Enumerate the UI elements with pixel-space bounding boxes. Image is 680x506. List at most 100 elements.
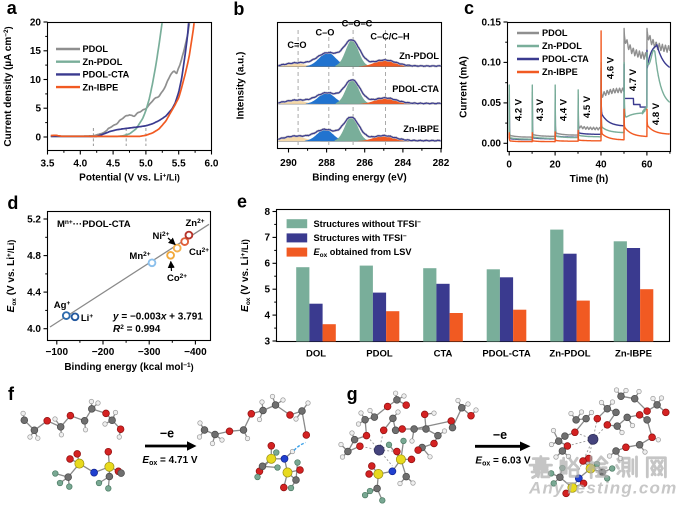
svg-text:0: 0 [35, 132, 41, 143]
svg-text:290: 290 [280, 158, 297, 169]
svg-text:Cu2+: Cu2+ [189, 247, 209, 258]
svg-text:Zn2+: Zn2+ [185, 218, 204, 229]
svg-text:AnyTesting.com: AnyTesting.com [528, 479, 677, 498]
svg-text:15: 15 [30, 46, 42, 57]
svg-text:PDOL-CTA: PDOL-CTA [542, 54, 589, 64]
svg-text:0.10: 0.10 [482, 58, 502, 69]
svg-text:PDOL-CTA: PDOL-CTA [83, 70, 130, 80]
svg-text:0.15: 0.15 [482, 17, 502, 28]
svg-text:y = −0.003x + 3.791: y = −0.003x + 3.791 [112, 312, 203, 323]
svg-text:DOL: DOL [306, 349, 326, 360]
svg-text:5.0: 5.0 [139, 159, 153, 170]
svg-text:4.0: 4.0 [73, 159, 87, 170]
svg-text:0: 0 [506, 160, 512, 171]
svg-text:Intensity (a.u.): Intensity (a.u.) [236, 52, 247, 120]
svg-text:Potential (V vs. Li+/Li): Potential (V vs. Li+/Li) [79, 172, 180, 183]
svg-text:PDOL: PDOL [83, 44, 109, 54]
svg-text:288: 288 [318, 158, 335, 169]
svg-text:4.8: 4.8 [27, 251, 41, 262]
svg-text:0.05: 0.05 [482, 98, 502, 109]
svg-text:Eox obtained from LSV: Eox obtained from LSV [314, 247, 413, 259]
svg-text:20: 20 [30, 17, 42, 28]
svg-text:C–C/C–H: C–C/C–H [370, 32, 410, 42]
svg-text:Ag+: Ag+ [54, 300, 71, 311]
svg-text:284: 284 [395, 158, 412, 169]
svg-text:Zn-PDOL: Zn-PDOL [542, 41, 582, 51]
svg-text:b: b [233, 0, 244, 19]
svg-text:3: 3 [264, 336, 270, 347]
svg-text:4.6 V: 4.6 V [606, 56, 617, 79]
svg-text:Time (h): Time (h) [570, 174, 609, 185]
svg-text:a: a [7, 0, 18, 18]
svg-text:6.0: 6.0 [205, 159, 219, 170]
svg-text:Eox = 6.03 V: Eox = 6.03 V [475, 456, 530, 468]
svg-text:Ni2+: Ni2+ [153, 231, 170, 242]
svg-text:286: 286 [356, 158, 373, 169]
svg-text:C–O–C: C–O–C [342, 19, 373, 29]
svg-text:Eox (V vs. Li+/Li): Eox (V vs. Li+/Li) [6, 240, 18, 313]
svg-text:40: 40 [595, 160, 607, 171]
svg-text:C=O: C=O [287, 40, 306, 50]
svg-text:C–O: C–O [316, 28, 335, 38]
svg-text:Li+: Li+ [81, 313, 93, 324]
svg-text:Structures with TFSI−: Structures with TFSI− [314, 233, 407, 243]
svg-text:6: 6 [264, 259, 270, 270]
svg-text:5.5: 5.5 [172, 159, 186, 170]
svg-text:Mn2+: Mn2+ [129, 251, 150, 262]
svg-text:60: 60 [641, 160, 653, 171]
svg-text:Zn-PDOL: Zn-PDOL [399, 51, 439, 61]
svg-text:Zn-IBPE: Zn-IBPE [615, 349, 652, 360]
svg-text:4: 4 [264, 310, 270, 321]
svg-text:Zn-PDOL: Zn-PDOL [83, 57, 123, 67]
svg-text:Binding energy (eV): Binding energy (eV) [312, 173, 406, 184]
svg-text:PDOL: PDOL [366, 349, 393, 360]
svg-text:Binding energy (kcal mol−1): Binding energy (kcal mol−1) [64, 362, 193, 373]
svg-text:4.4: 4.4 [27, 287, 41, 298]
svg-text:4.0: 4.0 [27, 324, 41, 335]
svg-text:−100: −100 [46, 347, 69, 358]
svg-text:Eox (V vs. Li+/Li): Eox (V vs. Li+/Li) [240, 239, 252, 312]
svg-text:4.5 V: 4.5 V [582, 95, 593, 118]
svg-text:4.2 V: 4.2 V [514, 98, 525, 121]
svg-text:4.3 V: 4.3 V [535, 98, 546, 121]
svg-text:Co2+: Co2+ [167, 273, 187, 284]
svg-text:Eox = 4.71 V: Eox = 4.71 V [142, 455, 197, 467]
svg-text:g: g [347, 384, 358, 404]
svg-text:Zn-IBPE: Zn-IBPE [542, 67, 578, 77]
svg-text:4.7 V: 4.7 V [628, 68, 639, 91]
svg-text:Zn-PDOL: Zn-PDOL [549, 349, 590, 360]
svg-text:PDOL-CTA: PDOL-CTA [482, 349, 531, 360]
svg-text:3.5: 3.5 [41, 159, 55, 170]
svg-text:10: 10 [30, 75, 42, 86]
svg-text:−e: −e [160, 427, 174, 441]
svg-text:CTA: CTA [434, 349, 453, 360]
svg-text:0.00: 0.00 [482, 139, 502, 150]
svg-text:Zn-IBPE: Zn-IBPE [83, 82, 119, 92]
svg-text:5: 5 [264, 285, 270, 296]
svg-text:f: f [8, 384, 15, 404]
svg-text:PDOL-CTA: PDOL-CTA [392, 84, 439, 94]
svg-text:7: 7 [264, 233, 270, 244]
svg-text:Current density (µA cm−2): Current density (µA cm−2) [3, 26, 14, 146]
svg-text:−e: −e [493, 428, 507, 442]
svg-text:R2 = 0.994: R2 = 0.994 [113, 324, 161, 335]
svg-text:20: 20 [550, 160, 562, 171]
svg-text:e: e [237, 191, 247, 211]
svg-text:Structures without TFSI−: Structures without TFSI− [314, 219, 422, 229]
svg-text:4.5: 4.5 [106, 159, 120, 170]
svg-text:5.2: 5.2 [27, 214, 41, 225]
svg-text:8: 8 [264, 207, 270, 218]
svg-text:5: 5 [35, 104, 41, 115]
svg-text:Zn-IBPE: Zn-IBPE [403, 124, 439, 134]
svg-text:Mn+···PDOL-CTA: Mn+···PDOL-CTA [57, 219, 131, 230]
svg-text:c: c [464, 0, 474, 18]
svg-text:−400: −400 [184, 347, 207, 358]
svg-text:−300: −300 [138, 347, 161, 358]
svg-text:4.8 V: 4.8 V [651, 102, 662, 125]
svg-text:Current (mA): Current (mA) [459, 56, 470, 118]
svg-text:−200: −200 [92, 347, 115, 358]
svg-text:4.4 V: 4.4 V [559, 98, 570, 121]
svg-text:PDOL: PDOL [542, 28, 568, 38]
svg-text:282: 282 [433, 158, 450, 169]
svg-text:d: d [7, 193, 18, 213]
